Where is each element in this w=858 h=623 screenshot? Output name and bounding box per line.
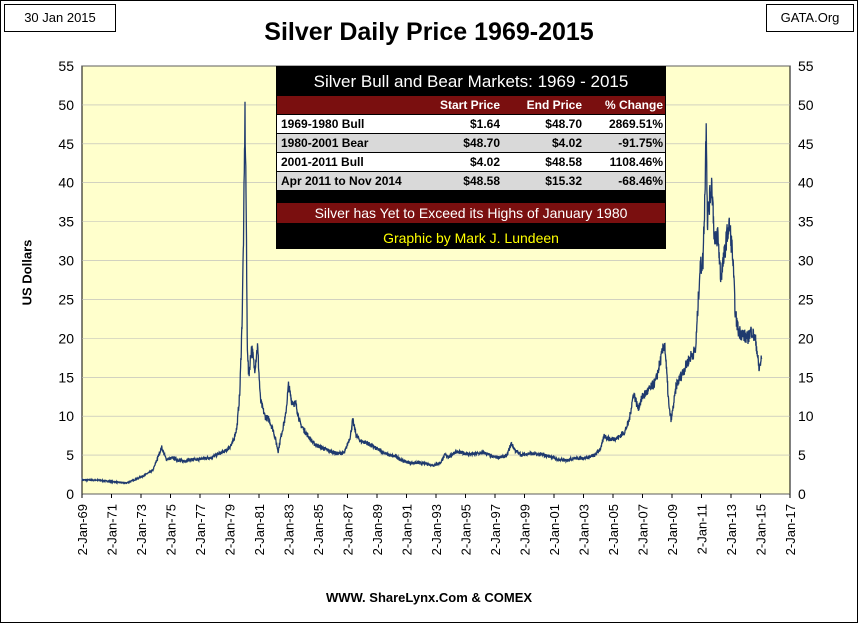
row-change: 2869.51% bbox=[609, 117, 663, 131]
row-change: -91.75% bbox=[618, 136, 663, 150]
y-tick-label-left: 30 bbox=[58, 253, 74, 269]
row-change: -68.46% bbox=[618, 174, 663, 188]
y-tick-label-left: 20 bbox=[58, 330, 74, 346]
table-row: 1969-1980 Bull $1.64 $48.70 2869.51% bbox=[277, 115, 665, 133]
source-footer: WWW. ShareLynx.Com & COMEX bbox=[325, 590, 533, 605]
y-tick-label-left: 55 bbox=[58, 58, 74, 74]
y-tick-label-right: 20 bbox=[798, 330, 814, 346]
x-tick-label: 2-Jan-17 bbox=[783, 504, 798, 555]
row-label: 2001-2011 Bull bbox=[281, 155, 364, 169]
x-tick-label: 2-Jan-75 bbox=[164, 504, 179, 555]
row-end: $4.02 bbox=[552, 136, 582, 150]
row-label: 1969-1980 Bull bbox=[281, 117, 364, 131]
row-start: $4.02 bbox=[470, 155, 500, 169]
table-row: 1980-2001 Bear $48.70 $4.02 -91.75% bbox=[277, 134, 665, 152]
y-tick-label-right: 15 bbox=[798, 369, 814, 385]
x-tick-label: 2-Jan-91 bbox=[400, 504, 415, 555]
y-axis-right: 0 5 10 15 20 25 30 35 40 45 50 55 bbox=[798, 58, 814, 502]
col-end-price: End Price bbox=[527, 98, 583, 112]
table-note: Silver has Yet to Exceed its Highs of Ja… bbox=[315, 205, 628, 221]
x-tick-label: 2-Jan-73 bbox=[134, 504, 149, 555]
table-credit: Graphic by Mark J. Lundeen bbox=[383, 230, 559, 246]
y-tick-label-left: 40 bbox=[58, 175, 74, 191]
row-change: 1108.46% bbox=[610, 155, 664, 169]
row-end: $15.32 bbox=[545, 174, 582, 188]
note-row bbox=[277, 203, 665, 223]
x-tick-label: 2-Jan-71 bbox=[105, 504, 120, 555]
x-tick-label: 2-Jan-89 bbox=[370, 504, 385, 555]
row-label: Apr 2011 to Nov 2014 bbox=[281, 174, 402, 188]
row-start: $48.58 bbox=[463, 174, 500, 188]
y-tick-label-right: 55 bbox=[798, 58, 814, 74]
table-title: Silver Bull and Bear Markets: 1969 - 201… bbox=[314, 72, 629, 91]
table-header-row bbox=[277, 96, 665, 114]
y-tick-label-right: 35 bbox=[798, 214, 814, 230]
y-tick-label-left: 5 bbox=[66, 447, 74, 463]
y-tick-label-left: 25 bbox=[58, 291, 74, 307]
row-start: $1.64 bbox=[470, 117, 500, 131]
x-tick-label: 2-Jan-81 bbox=[252, 504, 267, 555]
table-row: Apr 2011 to Nov 2014 $48.58 $15.32 -68.4… bbox=[277, 172, 665, 190]
x-tick-label: 2-Jan-69 bbox=[75, 504, 90, 555]
row-label: 1980-2001 Bear bbox=[281, 136, 369, 150]
y-tick-label-left: 0 bbox=[66, 486, 74, 502]
x-tick-label: 2-Jan-03 bbox=[577, 504, 592, 555]
x-tick-label: 2-Jan-83 bbox=[282, 504, 297, 555]
y-axis-left: 0 5 10 15 20 25 30 35 40 45 50 55 bbox=[58, 58, 74, 502]
x-tick-label: 2-Jan-13 bbox=[724, 504, 739, 555]
x-tick-label: 2-Jan-01 bbox=[547, 504, 562, 555]
y-tick-label-left: 45 bbox=[58, 136, 74, 152]
col-start-price: Start Price bbox=[440, 98, 500, 112]
x-tick-label: 2-Jan-97 bbox=[488, 504, 503, 555]
x-tick-label: 2-Jan-95 bbox=[459, 504, 474, 555]
date-box: 30 Jan 2015 bbox=[4, 4, 116, 32]
y-tick-label-left: 15 bbox=[58, 369, 74, 385]
silver-price-line bbox=[81, 101, 763, 485]
y-tick-label-right: 5 bbox=[798, 447, 806, 463]
y-tick-label-right: 45 bbox=[798, 136, 814, 152]
y-tick-label-right: 0 bbox=[798, 486, 806, 502]
y-tick-label-right: 25 bbox=[798, 291, 814, 307]
x-tick-label: 2-Jan-79 bbox=[223, 504, 238, 555]
y-tick-label-right: 40 bbox=[798, 175, 814, 191]
y-tick-label-right: 10 bbox=[798, 408, 814, 424]
x-tick-label: 2-Jan-09 bbox=[665, 504, 680, 555]
y-tick-label-left: 10 bbox=[58, 408, 74, 424]
stats-table: Silver Bull and Bear Markets: 1969 - 201… bbox=[276, 66, 666, 249]
x-tick-label: 2-Jan-85 bbox=[311, 504, 326, 555]
x-tick-label: 2-Jan-93 bbox=[429, 504, 444, 555]
x-tick-label: 2-Jan-07 bbox=[636, 504, 651, 555]
x-tick-label: 2-Jan-77 bbox=[193, 504, 208, 555]
y-tick-label-left: 35 bbox=[58, 214, 74, 230]
x-tick-label: 2-Jan-99 bbox=[518, 504, 533, 555]
y-tick-label-left: 50 bbox=[58, 97, 74, 113]
y-tick-label-right: 30 bbox=[798, 253, 814, 269]
row-start: $48.70 bbox=[463, 136, 500, 150]
x-tick-label: 2-Jan-87 bbox=[341, 504, 356, 555]
x-tick-label: 2-Jan-11 bbox=[695, 504, 710, 554]
x-tick-label: 2-Jan-05 bbox=[606, 504, 621, 555]
y-axis-label: US Dollars bbox=[19, 239, 35, 306]
site-box: GATA.Org bbox=[766, 4, 854, 32]
x-tick-label: 2-Jan-15 bbox=[754, 504, 769, 555]
row-end: $48.58 bbox=[545, 155, 582, 169]
chart-title: Silver Daily Price 1969-2015 bbox=[264, 18, 594, 46]
y-tick-label-right: 50 bbox=[798, 97, 814, 113]
table-row: 2001-2011 Bull $4.02 $48.58 1108.46% bbox=[277, 153, 665, 171]
row-end: $48.70 bbox=[545, 117, 582, 131]
col-pct-change: % Change bbox=[605, 98, 663, 112]
x-axis: 2-Jan-69 2-Jan-71 2-Jan-73 2-Jan-75 2-Jan-77… bbox=[75, 494, 798, 555]
